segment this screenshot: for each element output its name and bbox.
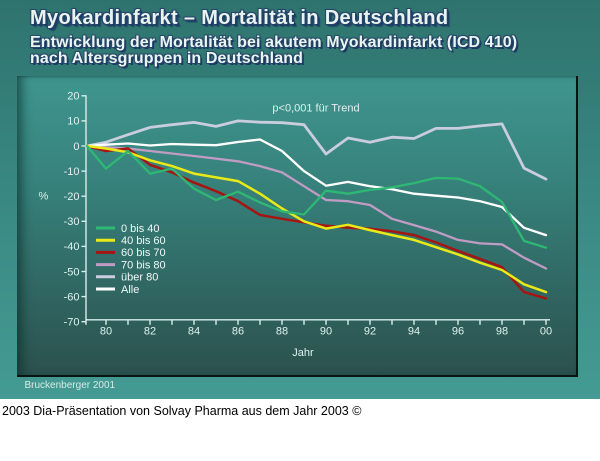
svg-text:70 bis 80: 70 bis 80 [121,259,166,271]
svg-text:0: 0 [73,141,79,153]
svg-text:-60: -60 [64,291,80,303]
svg-text:Alle: Alle [121,284,139,296]
svg-text:%: % [39,191,49,203]
svg-text:92: 92 [364,326,376,338]
svg-text:p<0,001 für Trend: p<0,001 für Trend [272,103,359,115]
svg-text:40 bis 60: 40 bis 60 [121,235,166,247]
svg-text:80: 80 [100,326,112,338]
svg-text:60 bis 70: 60 bis 70 [121,247,166,259]
svg-text:0 bis 40: 0 bis 40 [121,223,160,235]
svg-text:10: 10 [67,116,79,128]
svg-text:-20: -20 [64,191,80,203]
svg-text:Jahr: Jahr [292,347,314,359]
svg-text:-70: -70 [64,317,80,329]
svg-text:90: 90 [320,326,332,338]
svg-text:84: 84 [188,326,200,338]
svg-text:94: 94 [408,326,420,338]
svg-text:82: 82 [144,326,156,338]
svg-text:über 80: über 80 [121,272,158,284]
svg-text:88: 88 [276,326,288,338]
svg-text:96: 96 [452,326,464,338]
svg-text:00: 00 [540,326,552,338]
svg-text:Bruckenberger 2001: Bruckenberger 2001 [25,380,116,391]
svg-text:98: 98 [496,326,508,338]
svg-text:86: 86 [232,326,244,338]
svg-text:20: 20 [67,91,79,103]
svg-text:-30: -30 [64,216,80,228]
svg-text:-50: -50 [64,266,80,278]
svg-text:-40: -40 [64,241,80,253]
svg-text:-10: -10 [64,166,80,178]
